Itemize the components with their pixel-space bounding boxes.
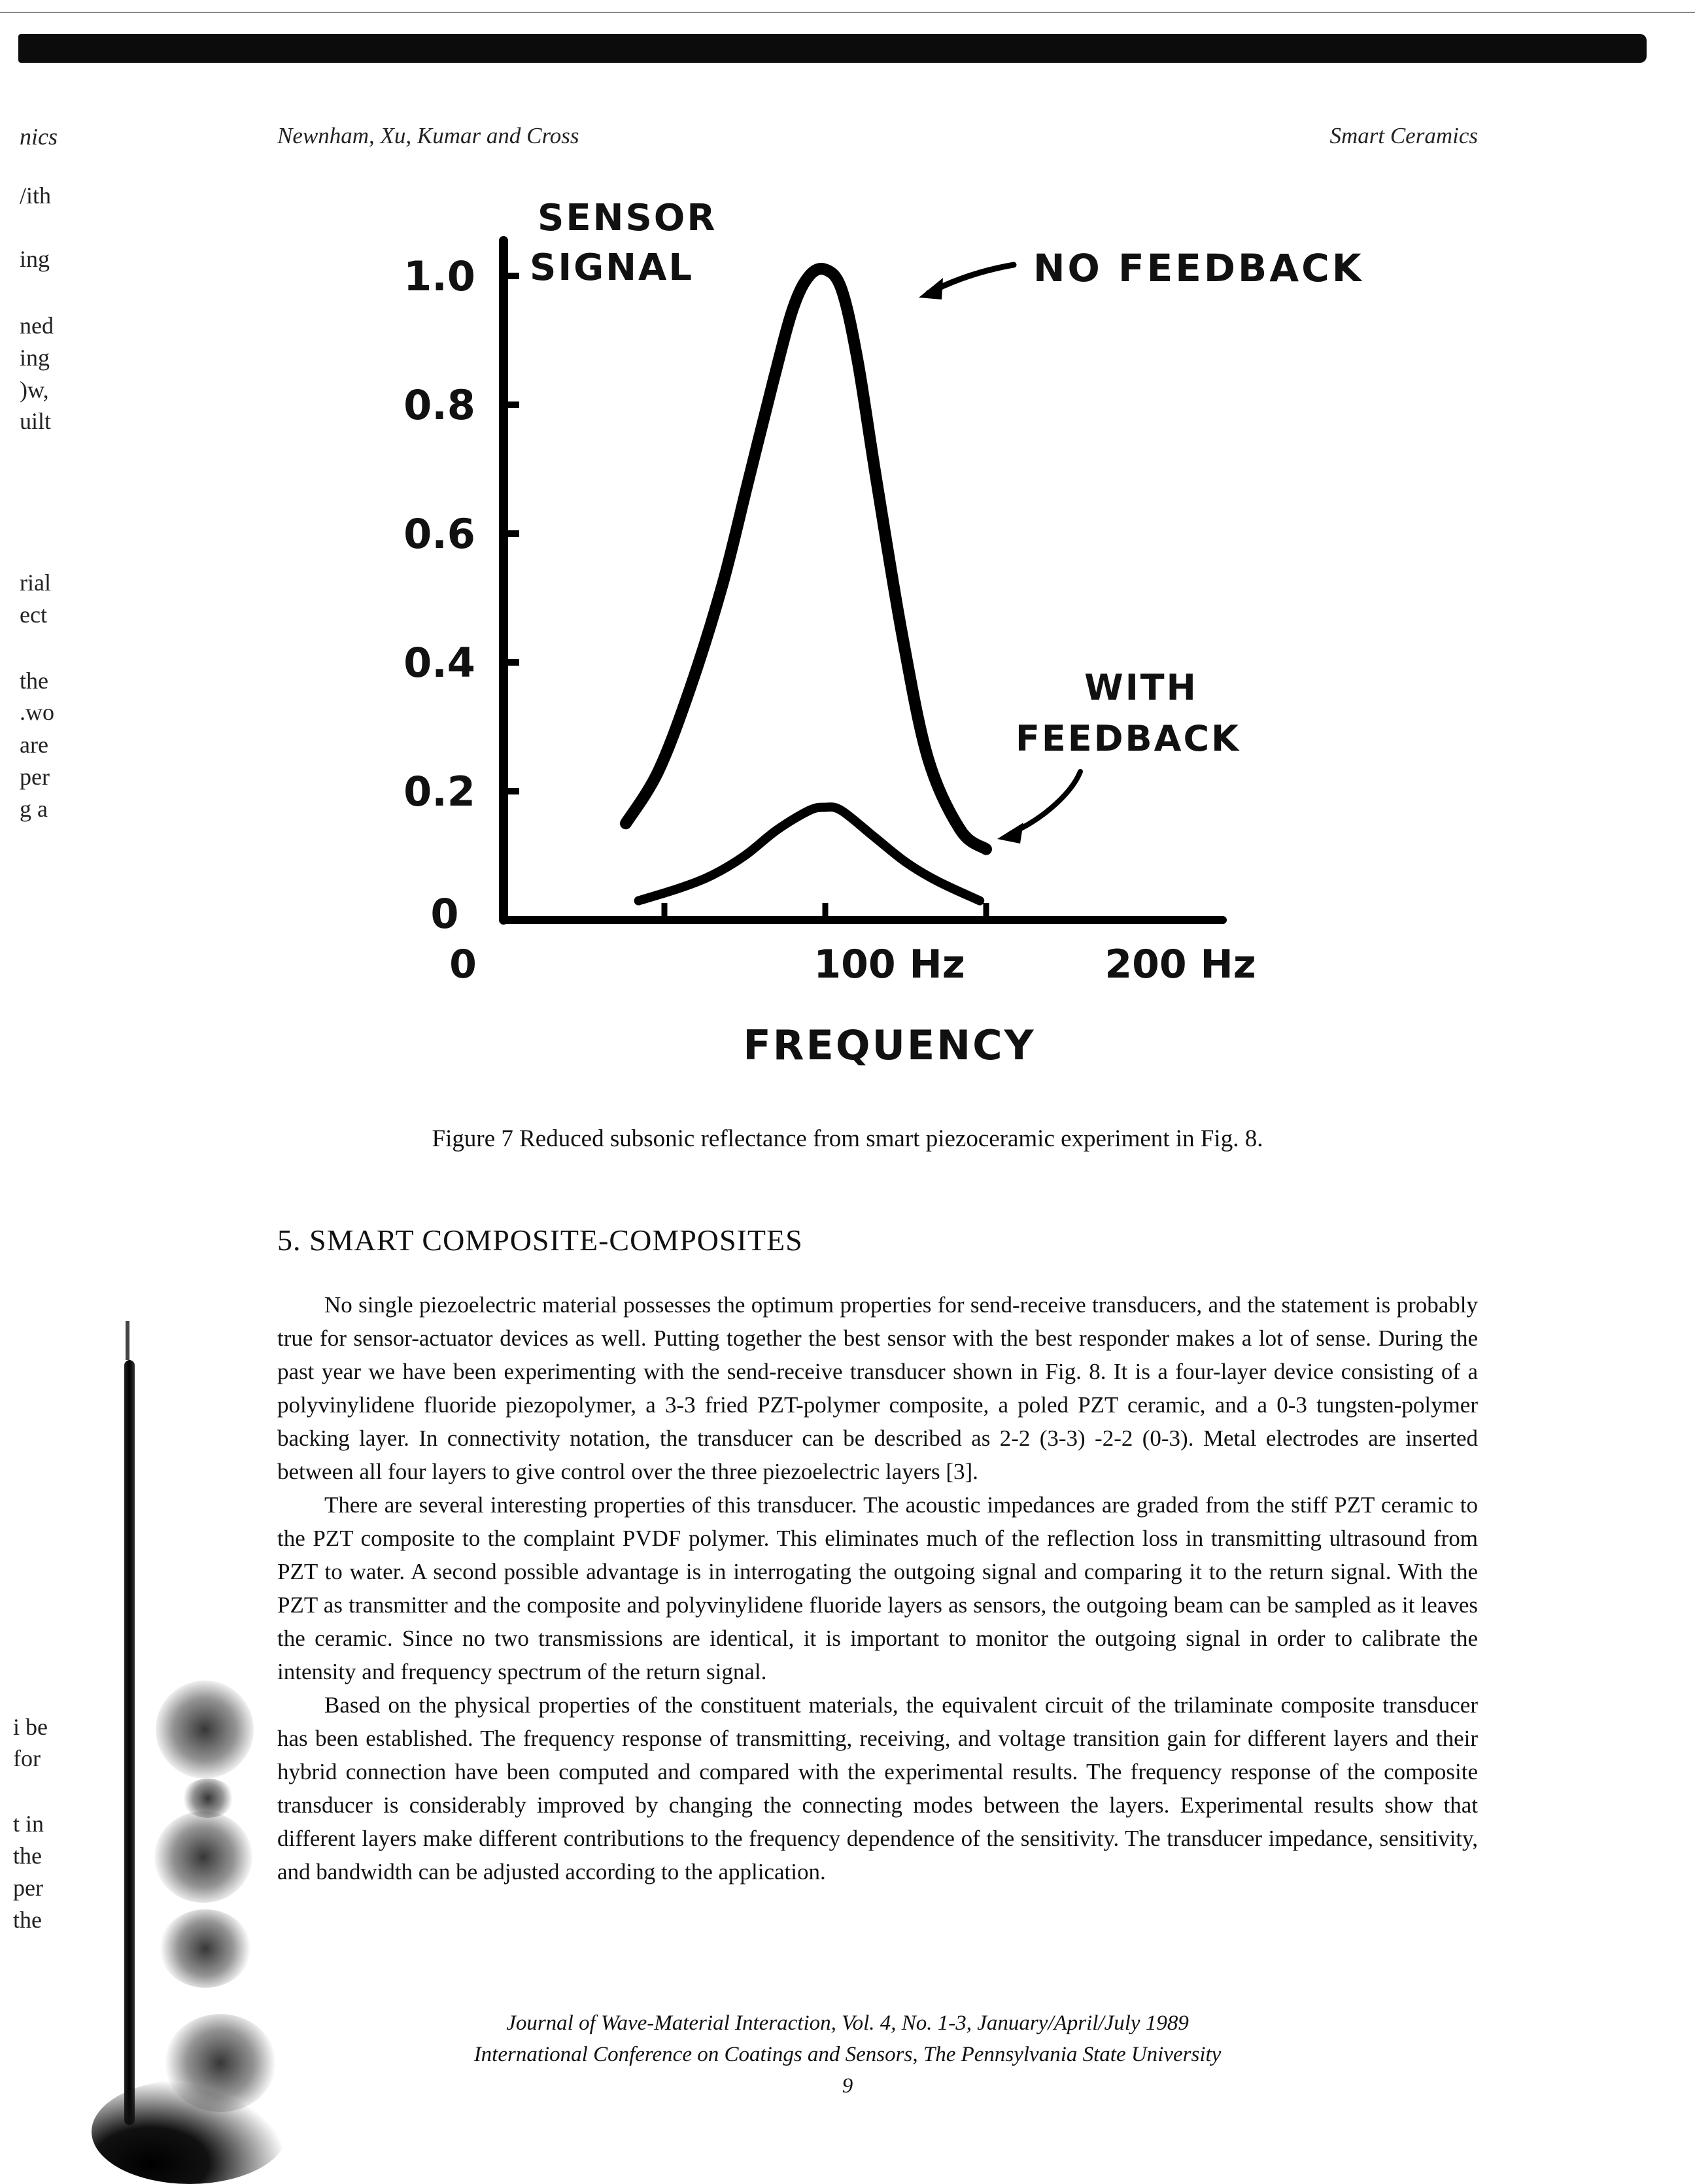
margin-fragment: .wo	[20, 699, 54, 725]
margin-fragment: g a	[20, 796, 48, 822]
margin-fragment: i be	[13, 1714, 48, 1740]
y-tick-label: 0.4	[403, 639, 475, 687]
series-layer	[620, 262, 992, 906]
margin-fragment: /ith	[20, 182, 52, 209]
series-line-no-feedback	[620, 262, 992, 855]
y-axis-title-line2: SIGNAL	[530, 247, 694, 289]
footer-conference-line: International Conference on Coatings and…	[473, 2043, 1222, 2066]
x-tick-label: 0	[449, 942, 477, 987]
scan-blot	[156, 1681, 254, 1779]
annotation-with-feedback-line1: WITH	[1084, 667, 1198, 708]
arrowhead-with-feedback	[997, 823, 1023, 844]
margin-fragment: the	[13, 1843, 42, 1869]
series-line-with-feedback	[634, 802, 985, 906]
page-footer: Journal of Wave-Material Interaction, Vo…	[0, 2007, 1695, 2102]
margin-fragment: t in	[13, 1811, 44, 1837]
margin-fragment: per	[13, 1875, 43, 1901]
frequency-response-chart: 0 0.2 0.4 0.6 0.8 1.0 0 100 Hz 200 Hz SENSOR SI…	[403, 197, 1364, 1069]
body-paragraph: No single piezoelectric material possess…	[277, 1292, 1478, 1484]
page-number: 9	[842, 2074, 853, 2098]
y-tick-label: 0.8	[403, 381, 475, 429]
x-axis-title: FREQUENCY	[743, 1021, 1035, 1069]
margin-fragment: nics	[20, 124, 58, 150]
arrowhead-no-feedback	[919, 278, 943, 299]
footer-journal-line: Journal of Wave-Material Interaction, Vo…	[506, 2011, 1189, 2035]
margin-fragment: ect	[20, 602, 47, 628]
annotation-with-feedback-line2: FEEDBACK	[1016, 718, 1241, 759]
margin-fragment: per	[20, 764, 50, 790]
margin-fragment: uilt	[20, 408, 52, 434]
y-ticks: 0 0.2 0.4 0.6 0.8 1.0	[403, 252, 519, 938]
figure-caption: Figure 7 Reduced subsonic reflectance fr…	[432, 1125, 1263, 1152]
body-paragraph: Based on the physical properties of the …	[277, 1692, 1478, 1885]
margin-fragment: the	[20, 668, 48, 694]
margin-fragment: )w,	[20, 377, 49, 403]
margin-fragment: ing	[20, 246, 50, 272]
x-tick-label: 200 Hz	[1104, 942, 1256, 987]
section-body: No single piezoelectric material possess…	[277, 1288, 1478, 1888]
margin-fragment: ned	[20, 313, 54, 339]
y-tick-label: 0	[430, 890, 458, 938]
x-ticks: 0 100 Hz 200 Hz	[449, 903, 1256, 987]
x-tick-label: 100 Hz	[813, 942, 965, 987]
running-head-authors: Newnham, Xu, Kumar and Cross	[277, 123, 579, 148]
scan-blot	[154, 1811, 252, 1903]
y-axis-title-line1: SENSOR	[538, 197, 717, 239]
margin-fragment: for	[13, 1745, 41, 1771]
body-paragraph: There are several interesting properties…	[277, 1492, 1478, 1684]
margin-fragment: ing	[20, 345, 50, 371]
margin-fragment: rial	[20, 570, 51, 596]
y-tick-label: 1.0	[403, 252, 475, 300]
scan-top-rule	[0, 12, 1695, 13]
margin-fragment: are	[20, 732, 48, 758]
figure-7: 0 0.2 0.4 0.6 0.8 1.0 0 100 Hz 200 Hz SENSOR SI…	[366, 196, 1373, 1085]
y-tick-label: 0.6	[403, 510, 475, 558]
binding-speck	[126, 1321, 129, 1360]
scan-blot	[160, 1909, 251, 1988]
binding-shadow	[124, 1360, 135, 2125]
annotation-no-feedback: NO FEEDBACK	[1033, 246, 1364, 290]
scan-top-bar	[18, 34, 1647, 63]
section-heading: 5. SMART COMPOSITE-COMPOSITES	[277, 1223, 803, 1257]
running-head-title: Smart Ceramics	[1329, 123, 1478, 148]
margin-fragment: the	[13, 1907, 42, 1933]
y-tick-label: 0.2	[403, 768, 475, 815]
